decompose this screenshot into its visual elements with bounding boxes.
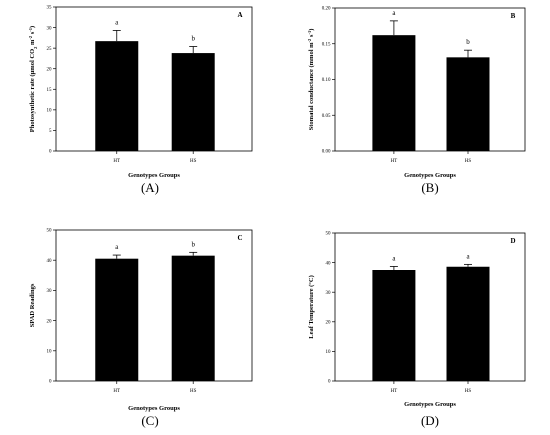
- y-tick-label: 10: [326, 350, 332, 355]
- y-tick-label: 0: [328, 380, 331, 385]
- y-axis-label-part: 2: [33, 46, 38, 49]
- y-tick-label: 0.05: [322, 114, 331, 119]
- bar-hs: [446, 266, 490, 381]
- y-tick-label: 15: [47, 88, 53, 93]
- y-tick-label: 0.10: [322, 78, 331, 83]
- significance-label: b: [466, 38, 470, 46]
- y-tick-label: 10: [47, 350, 53, 355]
- bar-ht: [372, 270, 416, 381]
- y-axis-label: Photosynthetic rate (µmol CO2 m-2 s-1): [28, 26, 38, 132]
- y-tick-label: 0.00: [322, 150, 331, 155]
- y-tick-label: 30: [47, 26, 53, 31]
- significance-label: a: [392, 9, 396, 17]
- y-axis-label-part: s: [29, 31, 36, 36]
- significance-label: b: [191, 240, 195, 248]
- significance-label: a: [392, 254, 396, 262]
- y-axis-label-part: Leaf Temperature (°C): [308, 275, 315, 339]
- y-tick-label: 5: [49, 129, 52, 134]
- y-tick-label: 30: [326, 291, 332, 296]
- panel-caption: (B): [421, 180, 438, 195]
- y-axis-label: Leaf Temperature (°C): [308, 275, 315, 339]
- panel-caption: (C): [141, 413, 158, 428]
- y-axis-label-part: Photosynthetic rate (µmol CO: [29, 49, 36, 132]
- y-axis-label-part: -1: [307, 30, 312, 34]
- y-tick-label: 10: [47, 109, 53, 114]
- y-tick-label: 0: [49, 380, 52, 385]
- y-tick-label: 20: [47, 67, 53, 72]
- bar-ht: [95, 258, 139, 381]
- y-axis-label-part: -2: [28, 35, 33, 39]
- x-axis-label: Genotypes Groups: [128, 172, 180, 179]
- x-tick-label: HT: [113, 159, 120, 164]
- y-tick-label: 40: [47, 259, 53, 264]
- y-axis-label-part: s: [308, 34, 315, 39]
- y-axis-label-part: -2: [307, 38, 312, 42]
- y-tick-label: 0: [49, 150, 52, 155]
- panel-caption: (D): [421, 413, 439, 428]
- x-tick-label: HT: [391, 159, 398, 164]
- bar-ht: [95, 41, 139, 151]
- y-axis-label: Stomatal conductance (mmol m-2 s-1): [307, 29, 316, 131]
- plot-frame: [55, 229, 253, 382]
- bar-hs: [171, 255, 215, 381]
- y-tick-label: 0.15: [322, 42, 331, 47]
- x-tick-label: HS: [190, 389, 197, 394]
- chart-panel-d: 0 10 20 30 40 50 a HT a HS D Genotypes Groups Leaf T…: [308, 232, 526, 428]
- significance-label: a: [115, 243, 119, 251]
- y-axis-label-part: SPAD Readings: [29, 283, 36, 327]
- chart-panel-b: 0.00 0.05 0.10 0.15 0.20 a HT b HS B Genotypes Gro…: [307, 7, 526, 195]
- x-axis-label: Genotypes Groups: [128, 405, 180, 412]
- chart-panel-a: 0 5 10 15 20 25 30 35 a HT b HS A Genotypes Groups Pho…: [28, 6, 253, 195]
- x-tick-label: HS: [465, 389, 472, 394]
- panel-letter: B: [511, 12, 516, 20]
- y-tick-label: 0.20: [322, 7, 331, 12]
- bar-hs: [446, 57, 490, 151]
- x-tick-label: HT: [113, 389, 120, 394]
- x-tick-label: HS: [465, 159, 472, 164]
- y-tick-label: 25: [47, 47, 53, 52]
- y-axis-label-part: ): [29, 26, 36, 28]
- plot-frame: [334, 7, 526, 152]
- bar-hs: [171, 53, 215, 151]
- y-axis-label: SPAD Readings: [29, 283, 36, 327]
- x-tick-label: HT: [391, 389, 398, 394]
- y-tick-label: 20: [326, 321, 332, 326]
- x-tick-label: HS: [190, 159, 197, 164]
- y-axis-label-part: -1: [28, 27, 33, 31]
- y-tick-label: 30: [47, 289, 53, 294]
- x-axis-label: Genotypes Groups: [404, 172, 456, 179]
- y-tick-label: 20: [47, 319, 53, 324]
- panel-caption: (A): [141, 180, 159, 195]
- panel-letter: D: [510, 237, 515, 245]
- y-tick-label: 35: [47, 6, 53, 11]
- plot-frame: [334, 232, 526, 382]
- chart-panel-c: 0 10 20 30 40 50 a HT b HS C Genotypes Groups SPAD R…: [29, 229, 253, 428]
- significance-label: a: [115, 18, 119, 26]
- y-tick-label: 50: [47, 229, 53, 234]
- y-axis-label-part: Stomatal conductance (mmol m: [308, 42, 315, 131]
- panel-letter: A: [237, 11, 242, 19]
- bar-ht: [372, 35, 416, 151]
- y-axis-label-part: m: [29, 39, 36, 47]
- significance-label: a: [466, 252, 470, 260]
- panel-letter: C: [237, 234, 242, 242]
- y-axis-label-part: ): [308, 29, 315, 31]
- significance-label: b: [191, 34, 195, 42]
- plot-frame: [55, 6, 253, 152]
- y-tick-label: 50: [326, 232, 332, 237]
- y-tick-label: 40: [326, 261, 332, 266]
- x-axis-label: Genotypes Groups: [404, 401, 456, 408]
